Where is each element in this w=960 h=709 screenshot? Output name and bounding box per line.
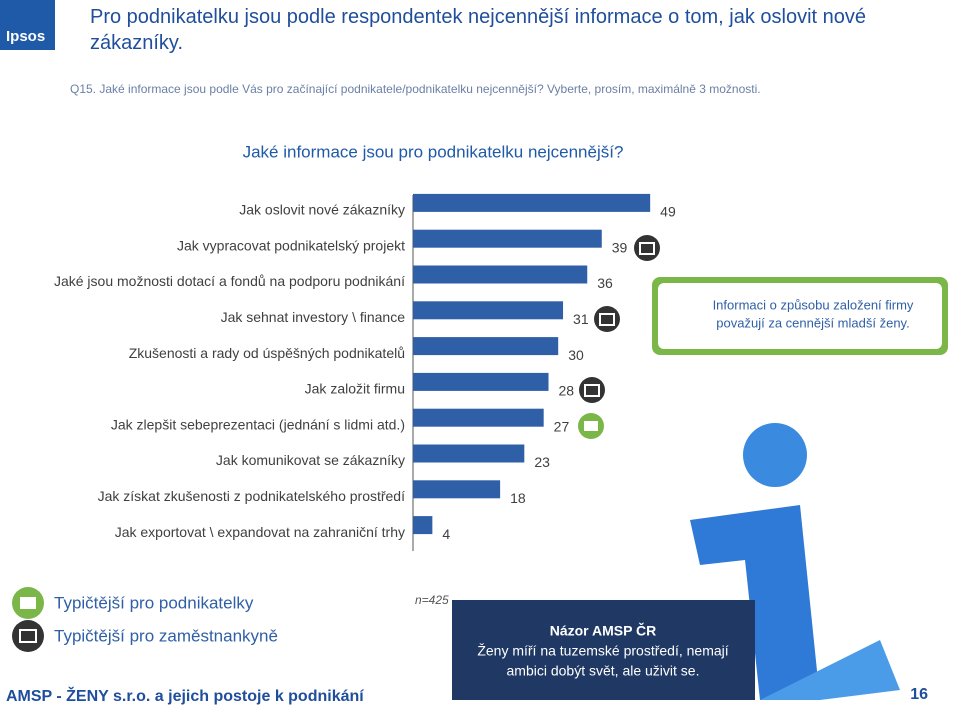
bar	[413, 301, 564, 320]
bar	[413, 265, 588, 284]
opinion-text: Ženy míří na tuzemské prostředí, nemají	[477, 643, 728, 659]
value-label: 36	[597, 275, 613, 291]
value-label: 49	[660, 204, 676, 220]
bar	[413, 229, 602, 248]
category-label: Jak komunikovat se zákazníky	[216, 452, 405, 468]
callout-text: považují za cennější mladší ženy.	[716, 315, 909, 330]
value-label: 18	[510, 490, 526, 506]
callout-text: Informaci o způsobu založení firmy	[713, 297, 914, 312]
opinion-text: ambici dobýt svět, ale uživit se.	[507, 663, 700, 679]
callout	[652, 277, 948, 355]
category-label: Jak vypracovat podnikatelský projekt	[177, 237, 405, 253]
logo-box: Ipsos	[0, 0, 55, 50]
value-label: 4	[442, 526, 450, 542]
page-number: 16	[910, 686, 928, 703]
value-label: 30	[568, 347, 584, 363]
bar	[413, 408, 544, 427]
value-label: 27	[554, 418, 570, 434]
value-label: 39	[612, 239, 628, 255]
value-label: 28	[559, 383, 575, 399]
bar	[413, 193, 651, 212]
icons	[12, 235, 660, 652]
category-label: Jak oslovit nové zákazníky	[239, 202, 405, 218]
opinion-title: Názor AMSP ČR	[550, 622, 657, 639]
category-label: Jak sehnat investory \ finance	[221, 309, 406, 325]
bar	[413, 516, 433, 535]
value-label: 23	[534, 454, 550, 470]
footer: AMSP - ŽENY s.r.o. a jejich postoje k po…	[6, 686, 364, 705]
title: Pro podnikatelku jsou podle respondentek…	[90, 6, 867, 54]
sample-note: n=425	[415, 593, 449, 607]
category-label: Jaké jsou možnosti dotací a fondů na pod…	[54, 273, 405, 289]
bar	[413, 372, 549, 391]
opinion-box	[452, 600, 755, 700]
legend-entry: Typičtější pro podnikatelky	[54, 593, 254, 612]
bar	[413, 480, 501, 499]
value-label: 31	[573, 311, 589, 327]
logo: Ipsos	[6, 28, 46, 45]
category-label: Zkušenosti a rady od úspěšných podnikate…	[129, 345, 405, 361]
bar	[413, 444, 525, 463]
category-label: Jak založit firmu	[305, 381, 405, 397]
legend-entry: Typičtější pro zaměstnankyně	[54, 626, 278, 645]
category-label: Jak získat zkušenosti z podnikatelského …	[98, 488, 405, 504]
category-label: Jak exportovat \ expandovat na zahraničn…	[115, 524, 405, 540]
category-label: Jak zlepšit sebeprezentaci (jednání s li…	[111, 416, 405, 432]
bar	[413, 337, 559, 356]
question: Q15. Jaké informace jsou podle Vás pro z…	[70, 82, 761, 96]
chart-title: Jaké informace jsou pro podnikatelku nej…	[243, 142, 624, 161]
